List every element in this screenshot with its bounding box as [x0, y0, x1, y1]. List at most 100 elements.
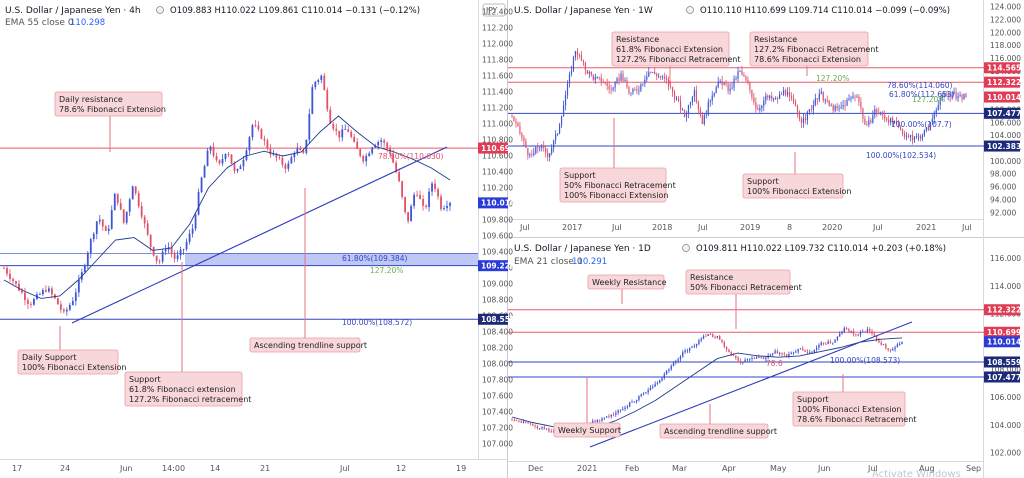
- candle-body: [425, 205, 427, 208]
- candle-body: [568, 74, 571, 84]
- annotation-text: Resistance: [690, 273, 733, 282]
- candle-body: [852, 96, 854, 99]
- candle-body: [870, 120, 872, 123]
- candle-body: [620, 73, 622, 81]
- candle-body: [227, 154, 230, 155]
- candle-body: [558, 124, 561, 134]
- y-tick-label: 109.000: [482, 280, 513, 289]
- candle-body: [899, 127, 902, 130]
- candle-body: [116, 193, 119, 203]
- candle-body: [658, 75, 660, 77]
- candle-body: [781, 94, 783, 95]
- candle-body: [615, 412, 617, 415]
- candle-body: [113, 193, 116, 211]
- annotation-text: Daily resistance: [59, 95, 123, 104]
- y-tick-label: 109.400: [482, 248, 513, 257]
- candle-body: [792, 352, 795, 354]
- candle-body: [758, 357, 760, 358]
- candle-body: [741, 70, 743, 75]
- candle-body: [713, 93, 715, 96]
- y-tick-label: 118.000: [990, 41, 1021, 50]
- x-tick-label: Feb: [625, 464, 639, 473]
- candle-body: [898, 343, 901, 345]
- annotation-text: Support: [747, 177, 779, 186]
- candle-body: [539, 147, 541, 149]
- candle-body: [548, 428, 550, 432]
- watermark-text: Activate Windows: [872, 469, 961, 478]
- candle-body: [825, 343, 827, 345]
- candle-body: [549, 153, 551, 158]
- annotation-bg: [249, 337, 361, 353]
- candle-body: [689, 102, 692, 105]
- candle-body: [790, 96, 793, 99]
- candle-body: [813, 349, 816, 353]
- candle-body: [854, 96, 856, 98]
- candle-body: [742, 362, 744, 364]
- candle-body: [814, 98, 816, 106]
- candle-body: [677, 98, 680, 101]
- candle-body: [535, 147, 537, 153]
- panel-4h-plot[interactable]: 112.400 112.200 112.000 111.800 111.600 111.4…: [0, 8, 515, 474]
- candle-body: [755, 357, 758, 359]
- candle-body: [594, 76, 596, 80]
- price-tag-label: 107.477: [987, 109, 1021, 118]
- candle-body: [545, 428, 548, 430]
- candle-body: [368, 153, 371, 157]
- price-tag: 109.229: [478, 260, 515, 272]
- candle-body: [774, 351, 776, 354]
- panel-1d-plot[interactable]: 116.000114.000112.000110.000108.000106.0…: [508, 254, 1021, 473]
- x-axis-labels: Dec 2021 Feb Mar Apr May Jun Jul Aug Sep: [528, 464, 981, 473]
- candle-body: [603, 417, 606, 419]
- candle-body: [832, 342, 834, 344]
- candle-body: [185, 241, 188, 250]
- candle-body: [47, 288, 50, 292]
- candle-body: [709, 100, 711, 102]
- fib-label: 127.20%: [370, 266, 403, 275]
- candle-body: [873, 333, 876, 336]
- candle-body: [365, 156, 368, 162]
- candle-body: [531, 154, 533, 156]
- panel-1d[interactable]: U.S. Dollar / Japanese Yen · 1D O109.811…: [514, 244, 961, 478]
- candle-body: [143, 216, 146, 224]
- candle-body: [663, 374, 666, 379]
- panel-1w-plot[interactable]: 124.000122.000120.000118.000116.000114.0…: [508, 3, 1021, 232]
- candle-body: [686, 350, 689, 352]
- y-tick-label: 114.000: [990, 282, 1021, 291]
- candle-body: [182, 249, 185, 250]
- candle-body: [675, 360, 677, 363]
- candle-body: [911, 134, 914, 141]
- y-tick-label: 122.000: [990, 15, 1021, 24]
- candle-body: [783, 353, 786, 355]
- candle-body: [753, 357, 756, 359]
- candle-body: [338, 130, 341, 138]
- price-tag-bg: [478, 197, 508, 209]
- candle-body: [778, 353, 781, 354]
- candle-body: [845, 327, 848, 330]
- candle-body: [880, 112, 882, 114]
- annotation-box[interactable]: Ascending trendline support: [249, 188, 367, 353]
- annotation-box[interactable]: Ascending trendline support: [659, 404, 777, 439]
- candle-body: [892, 118, 894, 123]
- candle-body: [281, 157, 284, 165]
- annotation-box[interactable]: Weekly Resistance: [587, 274, 667, 304]
- candle-body: [795, 351, 797, 353]
- currency-badge[interactable]: [482, 3, 506, 17]
- support-zone: [185, 253, 478, 266]
- annotation-bg: [553, 422, 621, 438]
- candle-body: [552, 430, 555, 432]
- candle-body: [846, 100, 848, 106]
- annotation-box[interactable]: Weekly Support: [553, 377, 621, 438]
- annotation-bg: [124, 371, 243, 407]
- panel-1w[interactable]: U.S. Dollar / Japanese Yen · 1W O110.110…: [514, 6, 950, 16]
- panel-4h[interactable]: U.S. Dollar / Japanese Yen · 4h O109.883…: [5, 3, 506, 28]
